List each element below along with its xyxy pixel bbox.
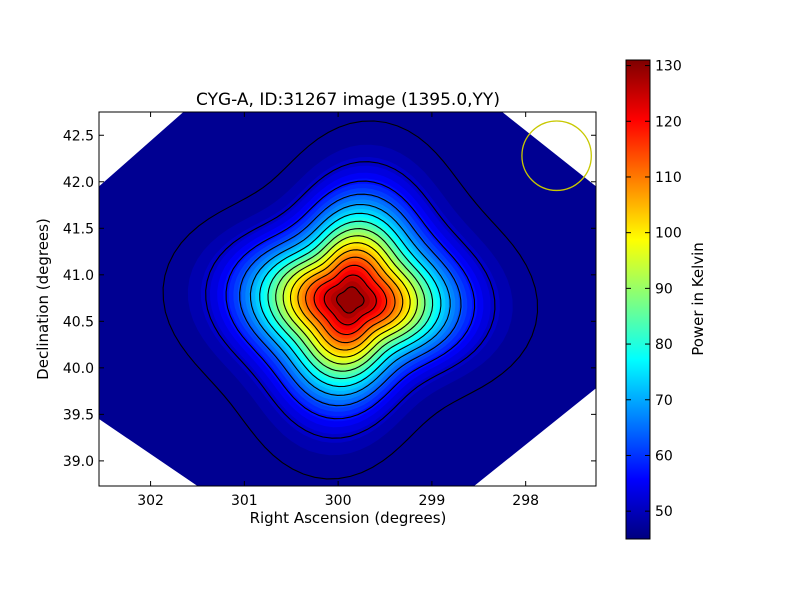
y-tick-label: 40.5	[63, 314, 94, 330]
colorbar-tick-label: 130	[655, 59, 682, 75]
contour-line	[249, 203, 451, 396]
colorbar-tick-label: 90	[655, 281, 673, 297]
contour-lines	[162, 120, 539, 480]
x-tick-label: 298	[512, 493, 539, 509]
y-tick-label: 41.0	[63, 268, 94, 284]
contour-line	[259, 212, 442, 388]
contour-line	[267, 220, 434, 380]
heatmap-band	[336, 286, 364, 313]
y-axis-label: Declination (degrees)	[34, 218, 52, 380]
contour-line	[282, 235, 418, 365]
chart-title: CYG-A, ID:31267 image (1395.0,YY)	[196, 90, 500, 110]
x-tick-label: 300	[325, 493, 352, 509]
contour-line	[289, 242, 411, 358]
colorbar-tick-label: 120	[655, 114, 682, 130]
y-tick-label: 41.5	[63, 221, 94, 237]
contour-line	[225, 180, 476, 420]
contour-line	[323, 274, 377, 326]
contour-line	[205, 161, 496, 439]
colorbar-tick-label: 100	[655, 226, 682, 242]
colorbar-tick-label: 80	[655, 337, 673, 353]
colorbar-tick-label: 50	[655, 504, 673, 520]
colorbar: 50 60 70 80 90 100 110 120 130 Power in Kelvin	[625, 59, 707, 540]
colorbar-tick-label: 60	[655, 448, 673, 464]
colorbar-tick-label: 70	[655, 393, 673, 409]
contour-line	[162, 120, 539, 480]
y-tick-label: 39.5	[63, 407, 94, 423]
colorbar-tick-label: 110	[655, 170, 682, 186]
x-tick-label: 302	[137, 493, 164, 509]
contour-line	[239, 193, 462, 407]
x-tick-label: 299	[419, 493, 446, 509]
colorbar-scale	[625, 59, 651, 540]
contour-line	[297, 249, 404, 351]
contour-line	[275, 228, 426, 372]
plot-area: 302 301 300 299 298 39.0 39.5 40.0 40.5 41.0 41.5…	[63, 111, 597, 509]
x-axis-label: Right Ascension (degrees)	[250, 509, 447, 527]
axes-frame	[98, 111, 597, 487]
colorbar-ticks: 50 60 70 80 90 100 110 120 130	[626, 59, 682, 520]
x-tick-label: 301	[231, 493, 258, 509]
beam-circle	[521, 120, 592, 192]
contour-line	[336, 286, 365, 314]
y-tick-label: 42.0	[63, 175, 94, 191]
y-tick-label: 42.5	[63, 128, 94, 144]
y-tick-label: 39.0	[63, 454, 94, 470]
contour-line	[313, 264, 388, 336]
x-axis-ticks: 302 301 300 299 298	[137, 112, 539, 509]
contour-line	[305, 256, 396, 344]
colorbar-label: Power in Kelvin	[689, 242, 707, 356]
y-axis-ticks: 39.0 39.5 40.0 40.5 41.0 41.5 42.0 42.5	[63, 128, 596, 470]
y-tick-label: 40.0	[63, 361, 94, 377]
